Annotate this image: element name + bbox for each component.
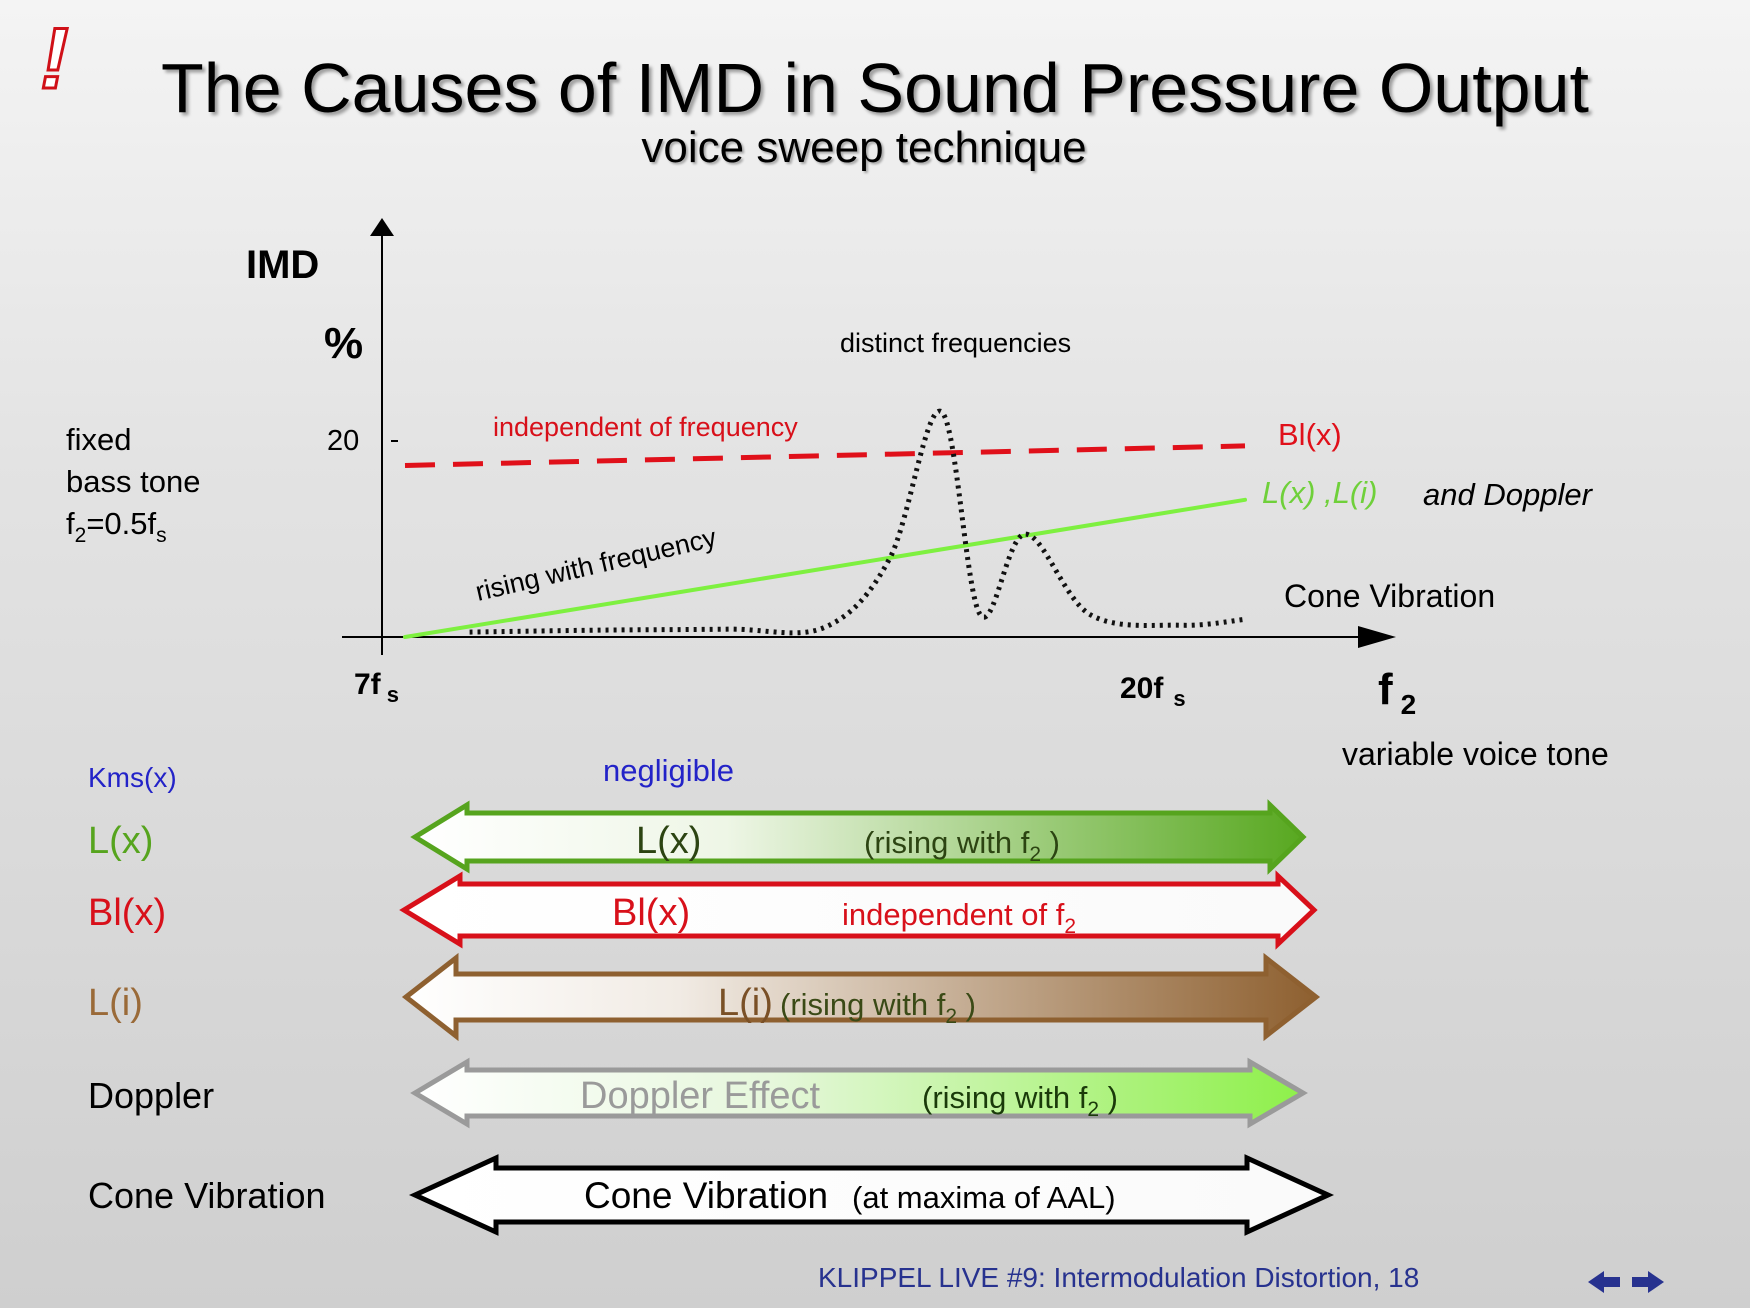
series-label-bl: Bl(x) (1278, 417, 1342, 452)
arrow-doppler-name: Doppler Effect (580, 1075, 821, 1117)
arrow-doppler (410, 1057, 1308, 1129)
kms-label: Kms(x) (88, 762, 177, 793)
bass-tone-line2: bass tone (66, 464, 200, 499)
arrow-lx-name: L(x) (636, 820, 701, 862)
series-cone-line (469, 409, 1246, 636)
arrow-lx (410, 799, 1307, 875)
next-slide-icon[interactable] (1630, 1268, 1664, 1296)
footer-text: KLIPPEL LIVE #9: Intermodulation Distort… (818, 1262, 1420, 1293)
slide-title: The Causes of IMD in Sound Pressure Outp… (161, 49, 1589, 127)
bass-tone-line1: fixed (66, 422, 131, 457)
previous-slide-icon[interactable] (1588, 1268, 1622, 1296)
arrow-li (401, 952, 1321, 1042)
arrow-doppler-text: (rising with f2 ) (922, 1080, 1118, 1121)
slide-subtitle: voice sweep technique (641, 123, 1087, 172)
y-axis-unit: % (324, 319, 363, 368)
series-lx-li-line (403, 497, 1247, 639)
annotation-distinct: distinct frequencies (840, 328, 1071, 358)
row-label-lx: L(x) (88, 820, 153, 862)
series-label-lx-li: L(x) ,L(i) (1262, 475, 1377, 510)
row-label-doppler: Doppler (88, 1075, 214, 1116)
arrow-bl (399, 870, 1318, 950)
x-tick-label-20fs: 20f s (1120, 672, 1186, 711)
bass-tone-line3: f2=0.5fs (66, 506, 167, 547)
x-axis-arrow (1358, 626, 1396, 648)
arrow-cone (408, 1154, 1335, 1236)
arrow-lx-text: (rising with f2 ) (864, 825, 1060, 866)
row-label-cone: Cone Vibration (88, 1175, 326, 1216)
kms-note: negligible (603, 753, 734, 788)
arrow-bl-text: independent of f2 (842, 897, 1076, 938)
y-axis-label: IMD (246, 243, 319, 287)
annotation-independent: independent of frequency (493, 412, 798, 442)
row-label-bl: Bl(x) (88, 892, 166, 934)
series-bl-line (404, 443, 1246, 468)
arrow-cone-text: (at maxima of AAL) (852, 1180, 1116, 1215)
annotation-rising: rising with frequency (473, 522, 720, 607)
series-label-doppler: and Doppler (1423, 477, 1594, 512)
y-tick-label: 20 (327, 425, 359, 457)
series-label-cone: Cone Vibration (1284, 578, 1495, 614)
arrow-li-text: (rising with f2 ) (780, 987, 976, 1028)
x-tick-label-7fs: 7f s (354, 668, 399, 707)
y-axis-arrow (370, 218, 394, 236)
row-label-li: L(i) (88, 982, 143, 1024)
exclamation-icon: ! (39, 11, 71, 107)
x-axis-note: variable voice tone (1342, 736, 1609, 772)
arrow-bl-name: Bl(x) (612, 892, 690, 934)
arrow-li-name: L(i) (718, 982, 773, 1024)
arrow-cone-name: Cone Vibration (584, 1175, 828, 1216)
